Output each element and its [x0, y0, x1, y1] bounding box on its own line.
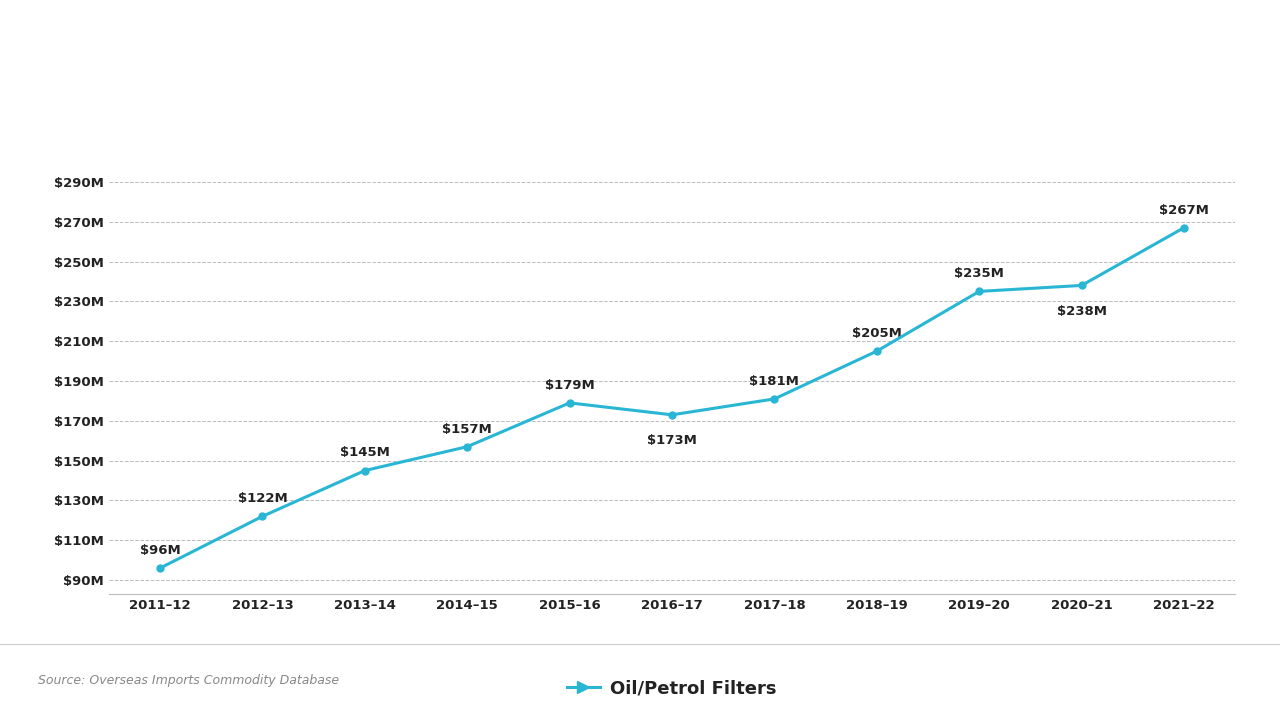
Text: Historical Import Data | Oil/Petrol Filters: Historical Import Data | Oil/Petrol Filt…	[23, 23, 563, 48]
Text: $96M: $96M	[140, 544, 180, 557]
Text: $179M: $179M	[545, 379, 594, 392]
Text: $122M: $122M	[238, 492, 287, 505]
Text: Source: Overseas Imports Commodity Database: Source: Overseas Imports Commodity Datab…	[38, 674, 339, 687]
Legend: Oil/Petrol Filters: Oil/Petrol Filters	[559, 672, 785, 705]
Text: $157M: $157M	[443, 423, 492, 436]
Text: $145M: $145M	[340, 446, 389, 459]
Text: $238M: $238M	[1056, 305, 1107, 318]
Text: $173M: $173M	[648, 434, 696, 447]
Text: $181M: $181M	[750, 375, 799, 388]
Text: $267M: $267M	[1160, 204, 1208, 217]
Text: $235M: $235M	[955, 267, 1004, 280]
Text: $205M: $205M	[852, 327, 901, 340]
